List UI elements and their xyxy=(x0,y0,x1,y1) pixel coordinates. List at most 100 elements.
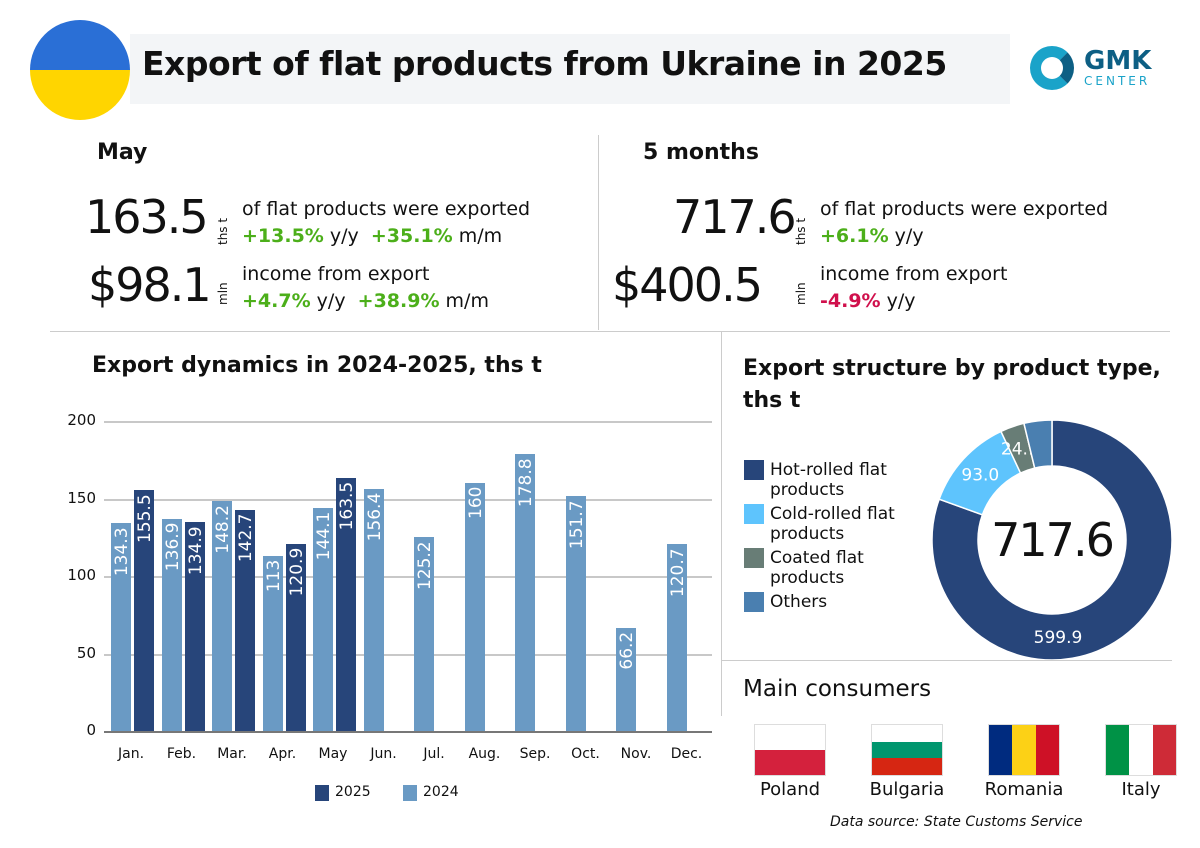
five-months-label: 5 months xyxy=(643,140,759,165)
mm-label: m/m xyxy=(458,225,503,247)
fm-income-text: income from export xyxy=(820,263,1008,285)
bulgaria-flag-icon xyxy=(872,725,942,776)
fm-volume-text: of flat products were exported xyxy=(820,198,1109,220)
bar-2024 xyxy=(616,628,636,731)
x-tick-label: Nov. xyxy=(620,746,652,762)
consumer-item: Romania xyxy=(969,725,1079,800)
divider xyxy=(50,331,1170,332)
legend-swatch-2025 xyxy=(315,785,329,801)
consumer-item: Italy xyxy=(1086,725,1196,800)
yy-label: y/y xyxy=(886,290,916,312)
legend-swatch xyxy=(744,548,764,568)
may-volume: 163.5 xyxy=(85,190,209,244)
logo-sub: CENTER xyxy=(1084,74,1151,88)
fm-inc-yy: -4.9% xyxy=(820,290,881,312)
fm-vol-yy: +6.1% xyxy=(820,225,889,247)
bar-value-label: 66.2 xyxy=(617,632,637,671)
bar-2024 xyxy=(363,488,384,731)
slice-label: 93.0 xyxy=(961,466,999,486)
donut-total: 717.6 xyxy=(991,513,1115,567)
y-tick-label: 0 xyxy=(86,721,96,739)
legend-item: Others xyxy=(744,592,924,612)
may-income: $98.1 xyxy=(88,258,212,312)
bar-2024 xyxy=(666,543,687,731)
pie-legend: Hot-rolled flat products Cold-rolled flat… xyxy=(744,460,924,616)
bar-value-label: 178.8 xyxy=(516,457,536,507)
consumer-name: Bulgaria xyxy=(869,779,945,800)
x-tick-label: Mar. xyxy=(217,746,247,762)
y-tick-label: 150 xyxy=(67,488,96,507)
divider xyxy=(598,135,599,330)
bar-2025 xyxy=(285,543,306,731)
x-tick-label: Jan. xyxy=(117,746,145,762)
may-volume-text: of flat products were exported xyxy=(242,198,531,220)
bar-2024 xyxy=(565,495,586,731)
legend-swatch xyxy=(744,460,764,480)
pie-chart-title: Export structure by product type, ths t xyxy=(743,356,1161,413)
legend-label: 2024 xyxy=(423,784,459,800)
bar-2024 xyxy=(414,536,434,731)
gridline xyxy=(104,576,712,578)
bar-value-label: 151.7 xyxy=(566,499,587,549)
bar-2024 xyxy=(111,522,131,731)
title-background xyxy=(130,34,1010,104)
consumers-list: Poland Bulgaria Romania Italy xyxy=(735,725,1196,800)
bar-chart-title: Export dynamics in 2024-2025, ths t xyxy=(92,353,542,378)
fm-income-unit: mln xyxy=(794,282,808,305)
donut-slice xyxy=(931,419,1173,661)
x-tick-label: Jun. xyxy=(370,746,397,762)
y-tick-label: 50 xyxy=(76,643,96,662)
x-tick-label: Dec. xyxy=(670,746,703,762)
may-vol-mm: +35.1% xyxy=(370,225,453,247)
gridline xyxy=(104,421,712,423)
bar-value-label: 120.7 xyxy=(667,547,688,597)
consumer-item: Bulgaria xyxy=(852,725,962,800)
may-inc-mm: +38.9% xyxy=(357,290,440,312)
bar-2025 xyxy=(336,477,356,731)
gridline xyxy=(104,498,712,501)
y-tick-label: 100 xyxy=(67,566,96,584)
gridline xyxy=(104,653,712,656)
poland-flag-icon xyxy=(755,725,825,775)
bar-value-label: 163.5 xyxy=(337,481,357,531)
may-label: May xyxy=(97,140,148,165)
legend-label: Coated flat products xyxy=(770,548,864,588)
divider xyxy=(721,331,722,716)
bar-2025 xyxy=(134,489,154,731)
bar-value-label: 113 xyxy=(263,559,284,593)
bar-value-label: 134.3 xyxy=(112,526,132,576)
mm-label: m/m xyxy=(445,290,489,312)
gridline xyxy=(104,731,712,733)
donut-chart: 599.993.024.1 xyxy=(931,419,1173,661)
bar-2024 xyxy=(515,453,535,731)
legend-swatch-2024 xyxy=(403,785,417,801)
legend-label: Others xyxy=(770,592,828,612)
bar-2025 xyxy=(235,509,255,731)
bar-value-label: 125.2 xyxy=(415,540,435,590)
consumer-name: Italy xyxy=(1121,779,1161,800)
consumer-name: Poland xyxy=(759,779,821,800)
legend-item: Cold-rolled flat products xyxy=(744,504,924,544)
x-tick-label: Sep. xyxy=(519,746,551,762)
may-vol-yy: +13.5% xyxy=(242,225,324,247)
data-source: Data source: State Customs Service xyxy=(830,814,1083,830)
may-income-text: income from export xyxy=(242,263,430,285)
x-tick-label: Apr. xyxy=(268,746,297,762)
consumers-title: Main consumers xyxy=(743,676,932,702)
fm-volume-unit: ths t xyxy=(794,217,808,245)
x-tick-label: Aug. xyxy=(468,746,501,762)
fm-income-change: -4.9% y/y xyxy=(820,290,916,312)
may-income-change: +4.7% y/y +38.9% m/m xyxy=(242,290,489,312)
bar-value-label: 144.1 xyxy=(314,511,334,561)
fm-volume: 717.6 xyxy=(673,190,797,244)
logo-ring-icon xyxy=(1030,46,1074,90)
donut-slice xyxy=(1023,419,1053,469)
bar-2024 xyxy=(313,507,333,731)
italy-flag-icon xyxy=(1106,725,1176,775)
y-tick-label: 200 xyxy=(67,411,96,429)
legend-item: Hot-rolled flat products xyxy=(744,460,924,500)
bar-2024 xyxy=(161,518,182,731)
x-tick-label: May xyxy=(318,746,348,762)
bar-2024 xyxy=(464,483,485,731)
x-tick-label: Oct. xyxy=(571,746,600,762)
